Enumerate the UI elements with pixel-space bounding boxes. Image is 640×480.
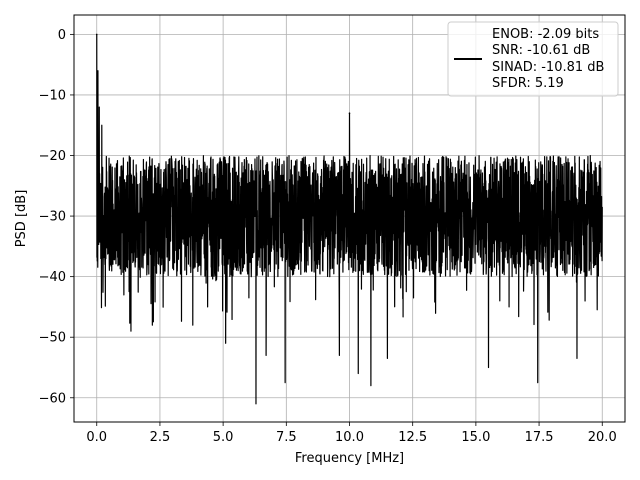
- legend: ENOB: -2.09 bits SNR: -10.61 dB SINAD: -…: [447, 21, 619, 97]
- x-axis-label: Frequency [MHz]: [295, 451, 404, 466]
- legend-enob: ENOB: -2.09 bits: [492, 27, 599, 42]
- y-tick-label: −10: [39, 88, 66, 103]
- x-tick-label: 5.0: [213, 430, 234, 445]
- x-tick-label: 2.5: [150, 430, 171, 445]
- legend-snr: SNR: -10.61 dB: [492, 43, 590, 58]
- plot-area: [95, 33, 603, 405]
- x-tick-label: 15.0: [461, 430, 490, 445]
- x-tick-label: 12.5: [398, 430, 427, 445]
- legend-sinad: SINAD: -10.81 dB: [492, 60, 604, 75]
- x-tick-label: 20.0: [588, 430, 617, 445]
- y-tick-label: −20: [39, 149, 66, 164]
- legend-box: [447, 21, 619, 97]
- y-axis-label: PSD [dB]: [14, 190, 29, 248]
- legend-sfdr: SFDR: 5.19: [492, 76, 564, 91]
- y-tick-label: −30: [39, 210, 66, 225]
- x-tick-label: 17.5: [525, 430, 554, 445]
- psd-spur-point: [348, 112, 351, 114]
- ticks: 0.0 2.5 5.0 7.5 10.0 12.5 15.0 17.5 20.0 0 −10 −20 −…: [39, 28, 617, 445]
- y-tick-label: −50: [39, 331, 66, 346]
- x-tick-label: 10.0: [335, 430, 364, 445]
- y-tick-label: −40: [39, 270, 66, 285]
- y-tick-label: 0: [58, 28, 66, 43]
- x-tick-label: 7.5: [276, 430, 297, 445]
- psd-peak-point: [95, 33, 98, 36]
- x-tick-label: 0.0: [86, 430, 107, 445]
- y-tick-label: −60: [39, 391, 66, 406]
